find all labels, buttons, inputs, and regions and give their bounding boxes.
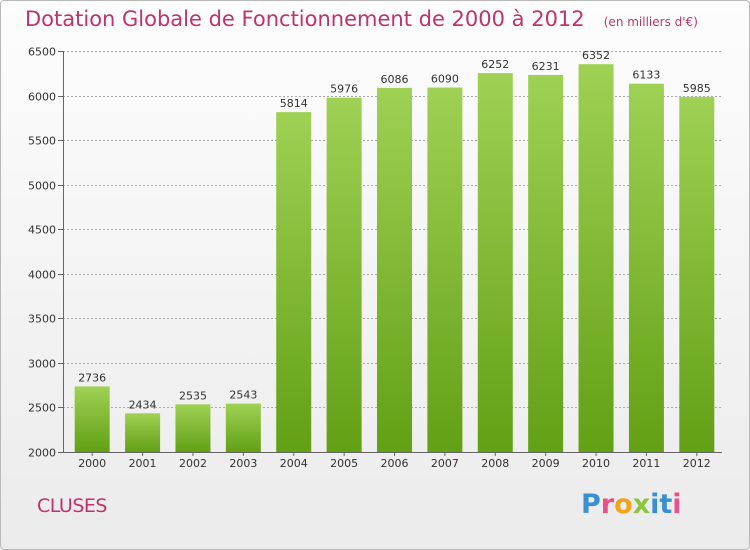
data-label-2008: 6252 <box>481 58 509 71</box>
x-tick-label: 2000 <box>78 457 106 470</box>
y-tick-label: 4000 <box>28 269 56 282</box>
data-label-2011: 6133 <box>632 69 660 82</box>
bar-layer <box>74 64 715 453</box>
data-label-2005: 5976 <box>330 83 358 96</box>
bar-2005 <box>326 97 362 453</box>
data-label-2009: 6231 <box>532 60 560 73</box>
x-tick-label: 2009 <box>532 457 560 470</box>
x-tick-label: 2005 <box>330 457 358 470</box>
x-tick-label: 2001 <box>129 457 157 470</box>
x-tick-label: 2007 <box>431 457 459 470</box>
bar-2007 <box>427 87 463 452</box>
logo-letter: t <box>659 489 673 520</box>
bar-2002 <box>175 404 211 452</box>
y-tick-label: 3500 <box>28 313 56 326</box>
bar-2010 <box>578 64 614 452</box>
data-label-2000: 2736 <box>78 371 106 384</box>
proxiti-logo[interactable]: Proxiti <box>581 489 682 520</box>
x-tick-label: 2004 <box>280 457 308 470</box>
chart-unit-note: (en milliers d'€) <box>603 15 698 29</box>
x-tick-label: 2002 <box>179 457 207 470</box>
logo-letter: r <box>600 489 615 520</box>
x-tick-label: 2008 <box>481 457 509 470</box>
x-tick-label: 2011 <box>632 457 660 470</box>
y-tick-label: 5500 <box>28 135 56 148</box>
logo-letter: o <box>614 489 633 520</box>
bar-2008 <box>477 73 513 453</box>
bar-2004 <box>276 112 312 452</box>
chart-title: Dotation Globale de Fonctionnement de 20… <box>25 7 585 31</box>
logo-letter: P <box>581 489 601 520</box>
bar-2012 <box>679 96 715 453</box>
logo-letter: i <box>672 489 682 520</box>
bar-2006 <box>377 87 412 452</box>
data-label-2003: 2543 <box>229 389 257 402</box>
y-tick-label: 3000 <box>28 358 56 371</box>
commune-name: CLUSES <box>37 495 107 517</box>
data-label-2002: 2535 <box>179 389 207 402</box>
y-tick-label: 2500 <box>28 402 56 415</box>
bar-2003 <box>225 403 261 452</box>
x-tick-label: 2010 <box>582 457 610 470</box>
label-layer: 2000 2500 3000 3500 4000 4500 5000 5500 6000 6500… <box>28 46 711 471</box>
x-tick-label: 2006 <box>381 457 409 470</box>
bar-2009 <box>528 74 564 452</box>
title-row: Dotation Globale de Fonctionnement de 20… <box>25 7 698 31</box>
data-label-2006: 6086 <box>381 73 409 86</box>
data-label-2004: 5814 <box>280 97 308 110</box>
data-label-2012: 5985 <box>683 82 711 95</box>
bar-2001 <box>125 413 161 452</box>
logo-letter: i <box>650 489 660 520</box>
data-label-2007: 6090 <box>431 73 459 86</box>
y-tick-label: 4500 <box>28 224 56 237</box>
bar-2000 <box>74 386 110 452</box>
data-label-2001: 2434 <box>129 398 157 411</box>
y-tick-label: 6000 <box>28 91 56 104</box>
y-tick-label: 6500 <box>28 46 56 59</box>
bar-2011 <box>628 83 664 452</box>
data-label-2010: 6352 <box>582 49 610 62</box>
logo-letter: x <box>632 489 651 520</box>
x-tick-label: 2012 <box>683 457 711 470</box>
y-tick-label: 5000 <box>28 180 56 193</box>
y-tick-label: 2000 <box>28 447 56 460</box>
x-tick-label: 2003 <box>229 457 257 470</box>
